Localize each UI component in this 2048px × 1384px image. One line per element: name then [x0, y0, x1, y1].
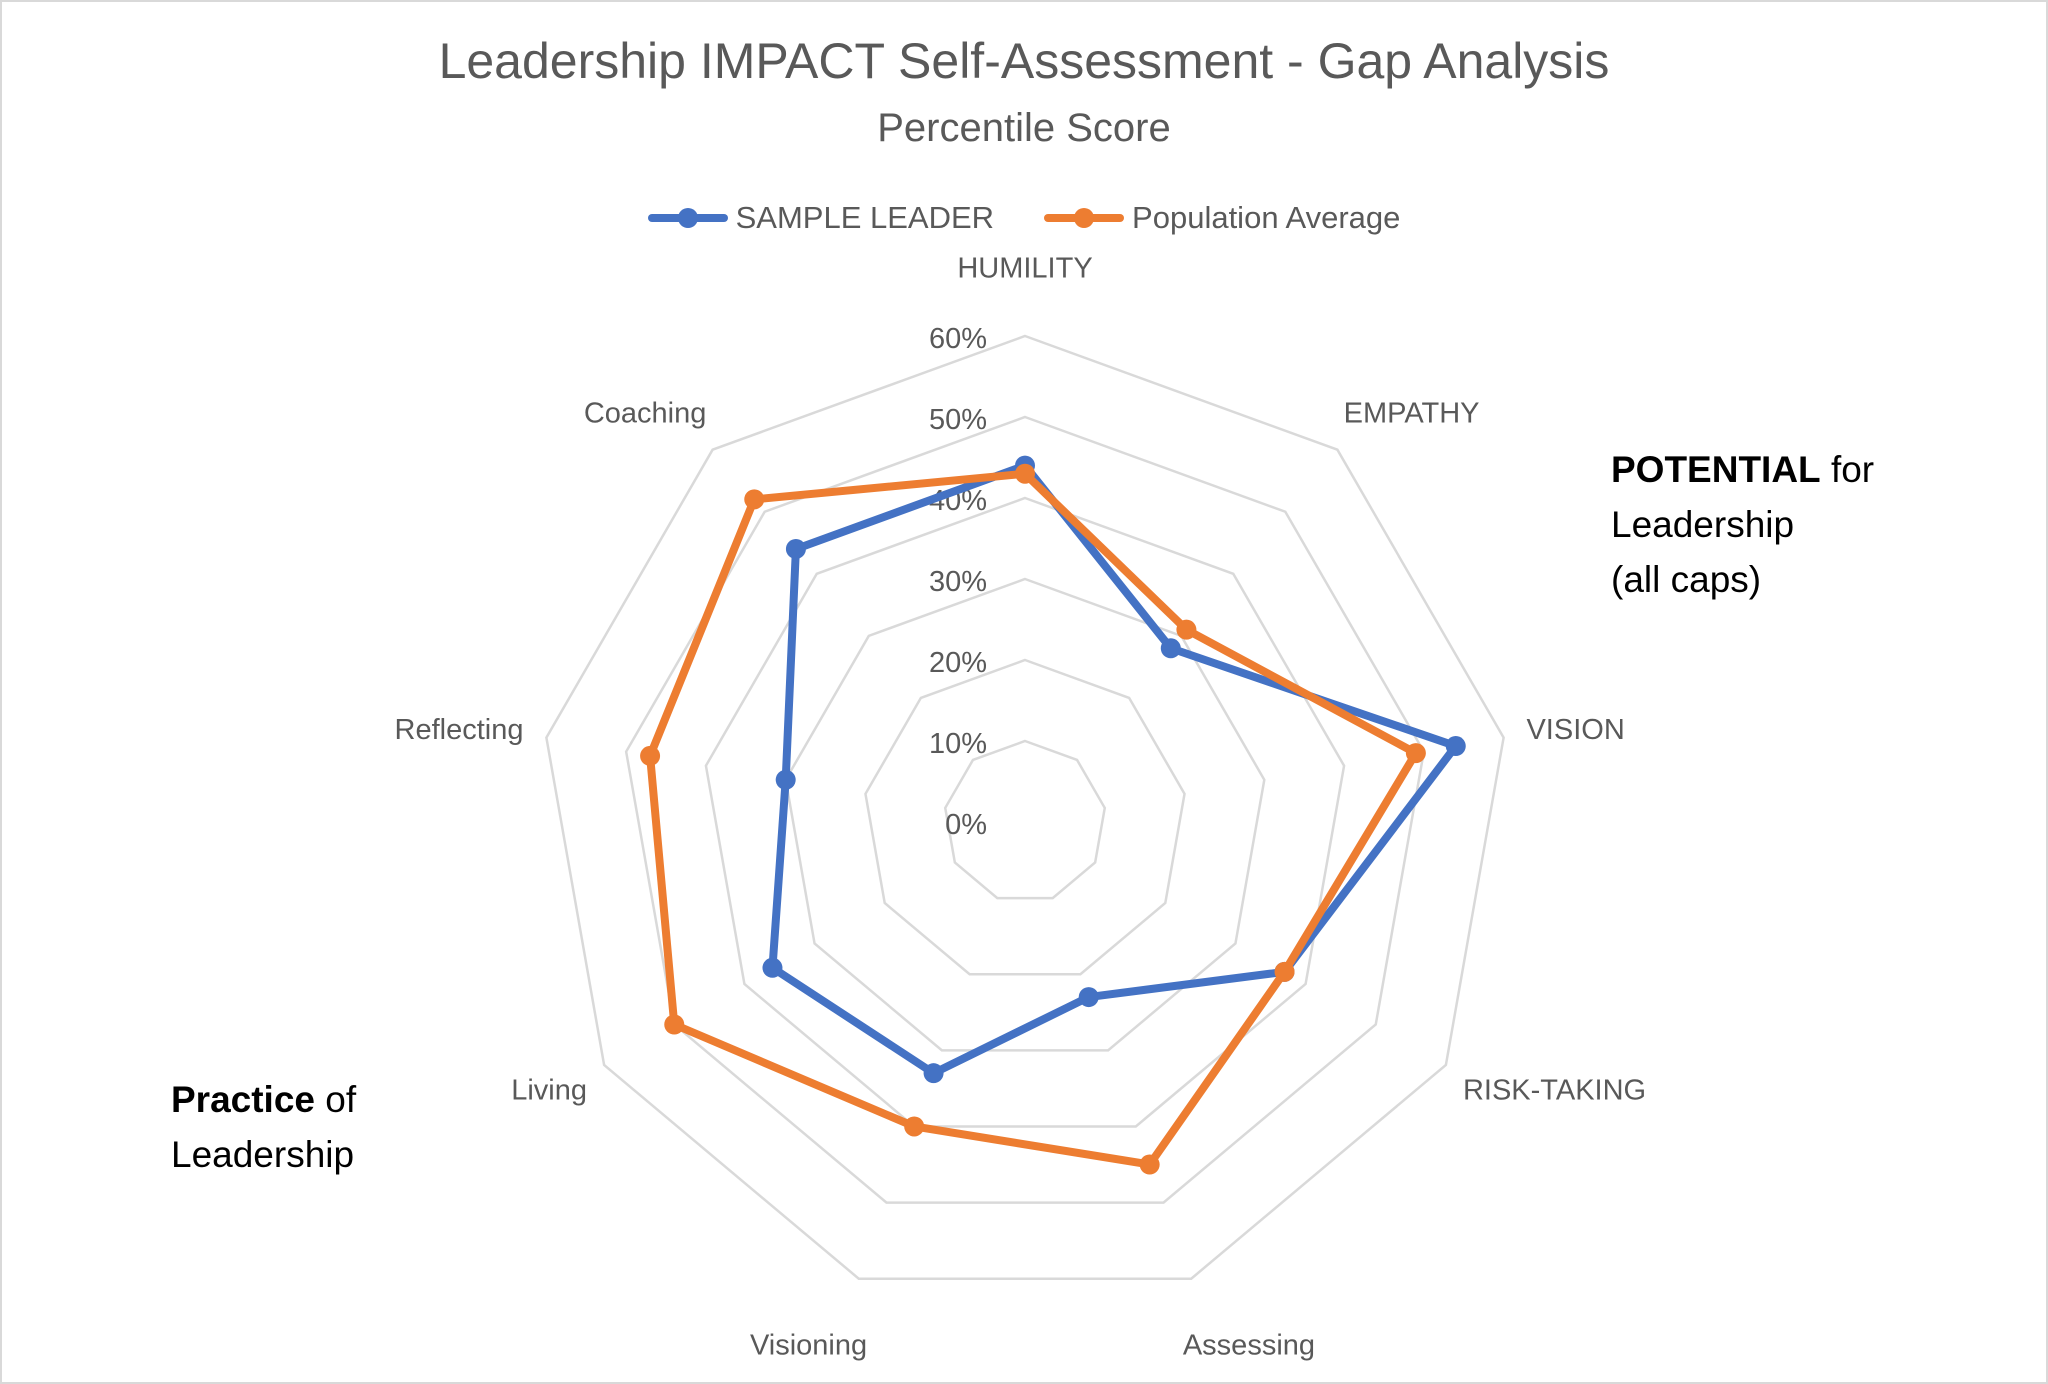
potential-line2: Leadership [1611, 504, 1795, 545]
data-point-1-assessing [1139, 1154, 1160, 1175]
potential-line3: (all caps) [1611, 559, 1762, 600]
data-point-1-coaching [744, 489, 765, 510]
legend-item-sample-leader: SAMPLE LEADER [647, 200, 995, 236]
tick-label: 60% [929, 323, 987, 355]
legend-swatch-orange [1044, 208, 1125, 228]
axis-label-risk-taking: RISK-TAKING [1463, 1074, 1646, 1106]
grid-ring-40 [704, 496, 1346, 1128]
data-point-1-vision [1405, 743, 1426, 764]
grid-ring-10 [943, 739, 1107, 900]
axis-label-empathy: EMPATHY [1344, 397, 1480, 429]
tick-label: 50% [929, 404, 987, 436]
tick-label: 10% [929, 728, 987, 760]
series-line-1 [646, 469, 1420, 1169]
practice-rest: of [315, 1079, 357, 1120]
axis-label-coaching: Coaching [584, 397, 707, 429]
data-point-0-reflecting [775, 769, 796, 790]
grid-ring-50 [624, 415, 1426, 1204]
practice-bold: Practice [171, 1079, 315, 1120]
data-point-1-visioning [904, 1116, 925, 1137]
tick-label: 0% [945, 809, 987, 841]
data-point-0-living [762, 957, 783, 978]
axis-label-reflecting: Reflecting [395, 714, 524, 746]
grid-ring-30 [784, 577, 1266, 1052]
legend-swatch-blue [647, 208, 728, 228]
data-point-1-humility [1015, 463, 1035, 484]
data-point-0-visioning [923, 1063, 944, 1084]
data-point-1-reflecting [640, 745, 661, 766]
chart-subtitle: Percentile Score [877, 106, 1171, 150]
data-point-1-living [664, 1014, 685, 1035]
data-point-1-risk-taking [1274, 961, 1295, 982]
grid-ring-20 [864, 658, 1186, 976]
data-point-0-empathy [1160, 638, 1181, 659]
practice-line2: Leadership [171, 1134, 355, 1175]
grid-ring-60 [545, 334, 1505, 1280]
data-point-0-assessing [1078, 987, 1099, 1008]
legend-label: Population Average [1132, 200, 1401, 235]
data-point-1-empathy [1176, 619, 1197, 640]
potential-rest: for [1820, 449, 1875, 490]
axis-label-vision: VISION [1526, 714, 1624, 746]
data-point-0-coaching [785, 538, 806, 559]
data-point-0-vision [1445, 736, 1466, 757]
potential-bold: POTENTIAL [1611, 449, 1821, 490]
legend-label: SAMPLE LEADER [735, 200, 995, 235]
legend-item-population-average: Population Average [1044, 200, 1400, 236]
practice-annotation: Practice of Leadership [171, 1072, 356, 1182]
tick-label: 20% [929, 647, 987, 679]
legend: SAMPLE LEADER Population Average [2, 200, 2046, 236]
axis-label-humility: HUMILITY [957, 252, 1092, 284]
axis-label-living: Living [511, 1074, 587, 1106]
chart-title: Leadership IMPACT Self-Assessment - Gap … [438, 33, 1610, 89]
axis-label-visioning: Visioning [750, 1329, 867, 1361]
axis-label-assessing: Assessing [1183, 1329, 1315, 1361]
tick-label: 30% [929, 566, 987, 598]
potential-annotation: POTENTIAL for Leadership (all caps) [1611, 442, 1874, 607]
